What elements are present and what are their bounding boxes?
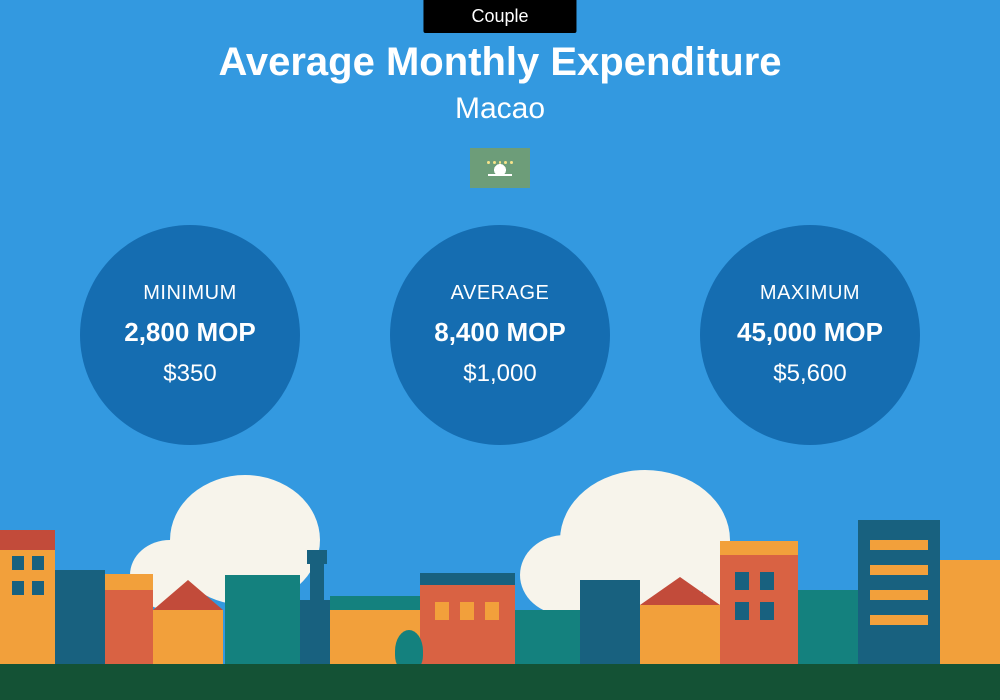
stat-amount: 2,800 MOP [124, 317, 256, 348]
stat-usd: $350 [163, 360, 216, 388]
cityscape-illustration [0, 480, 1000, 700]
stat-circle-maximum: MAXIMUM 45,000 MOP $5,600 [700, 225, 920, 445]
stat-amount: 8,400 MOP [434, 317, 566, 348]
flag-icon [470, 148, 530, 188]
stat-label: MINIMUM [143, 282, 236, 305]
page-title: Average Monthly Expenditure [0, 40, 1000, 85]
flag-emblem [487, 158, 513, 178]
stat-circle-minimum: MINIMUM 2,800 MOP $350 [80, 225, 300, 445]
infographic-background: Couple Average Monthly Expenditure Macao… [0, 0, 1000, 700]
stat-usd: $5,600 [773, 360, 846, 388]
stat-amount: 45,000 MOP [737, 317, 883, 348]
stat-label: MAXIMUM [760, 282, 860, 305]
stat-label: AVERAGE [451, 282, 550, 305]
category-tag: Couple [423, 0, 576, 33]
stats-row: MINIMUM 2,800 MOP $350 AVERAGE 8,400 MOP… [0, 225, 1000, 445]
location-subtitle: Macao [0, 92, 1000, 126]
stat-circle-average: AVERAGE 8,400 MOP $1,000 [390, 225, 610, 445]
category-tag-label: Couple [471, 6, 528, 26]
stat-usd: $1,000 [463, 360, 536, 388]
